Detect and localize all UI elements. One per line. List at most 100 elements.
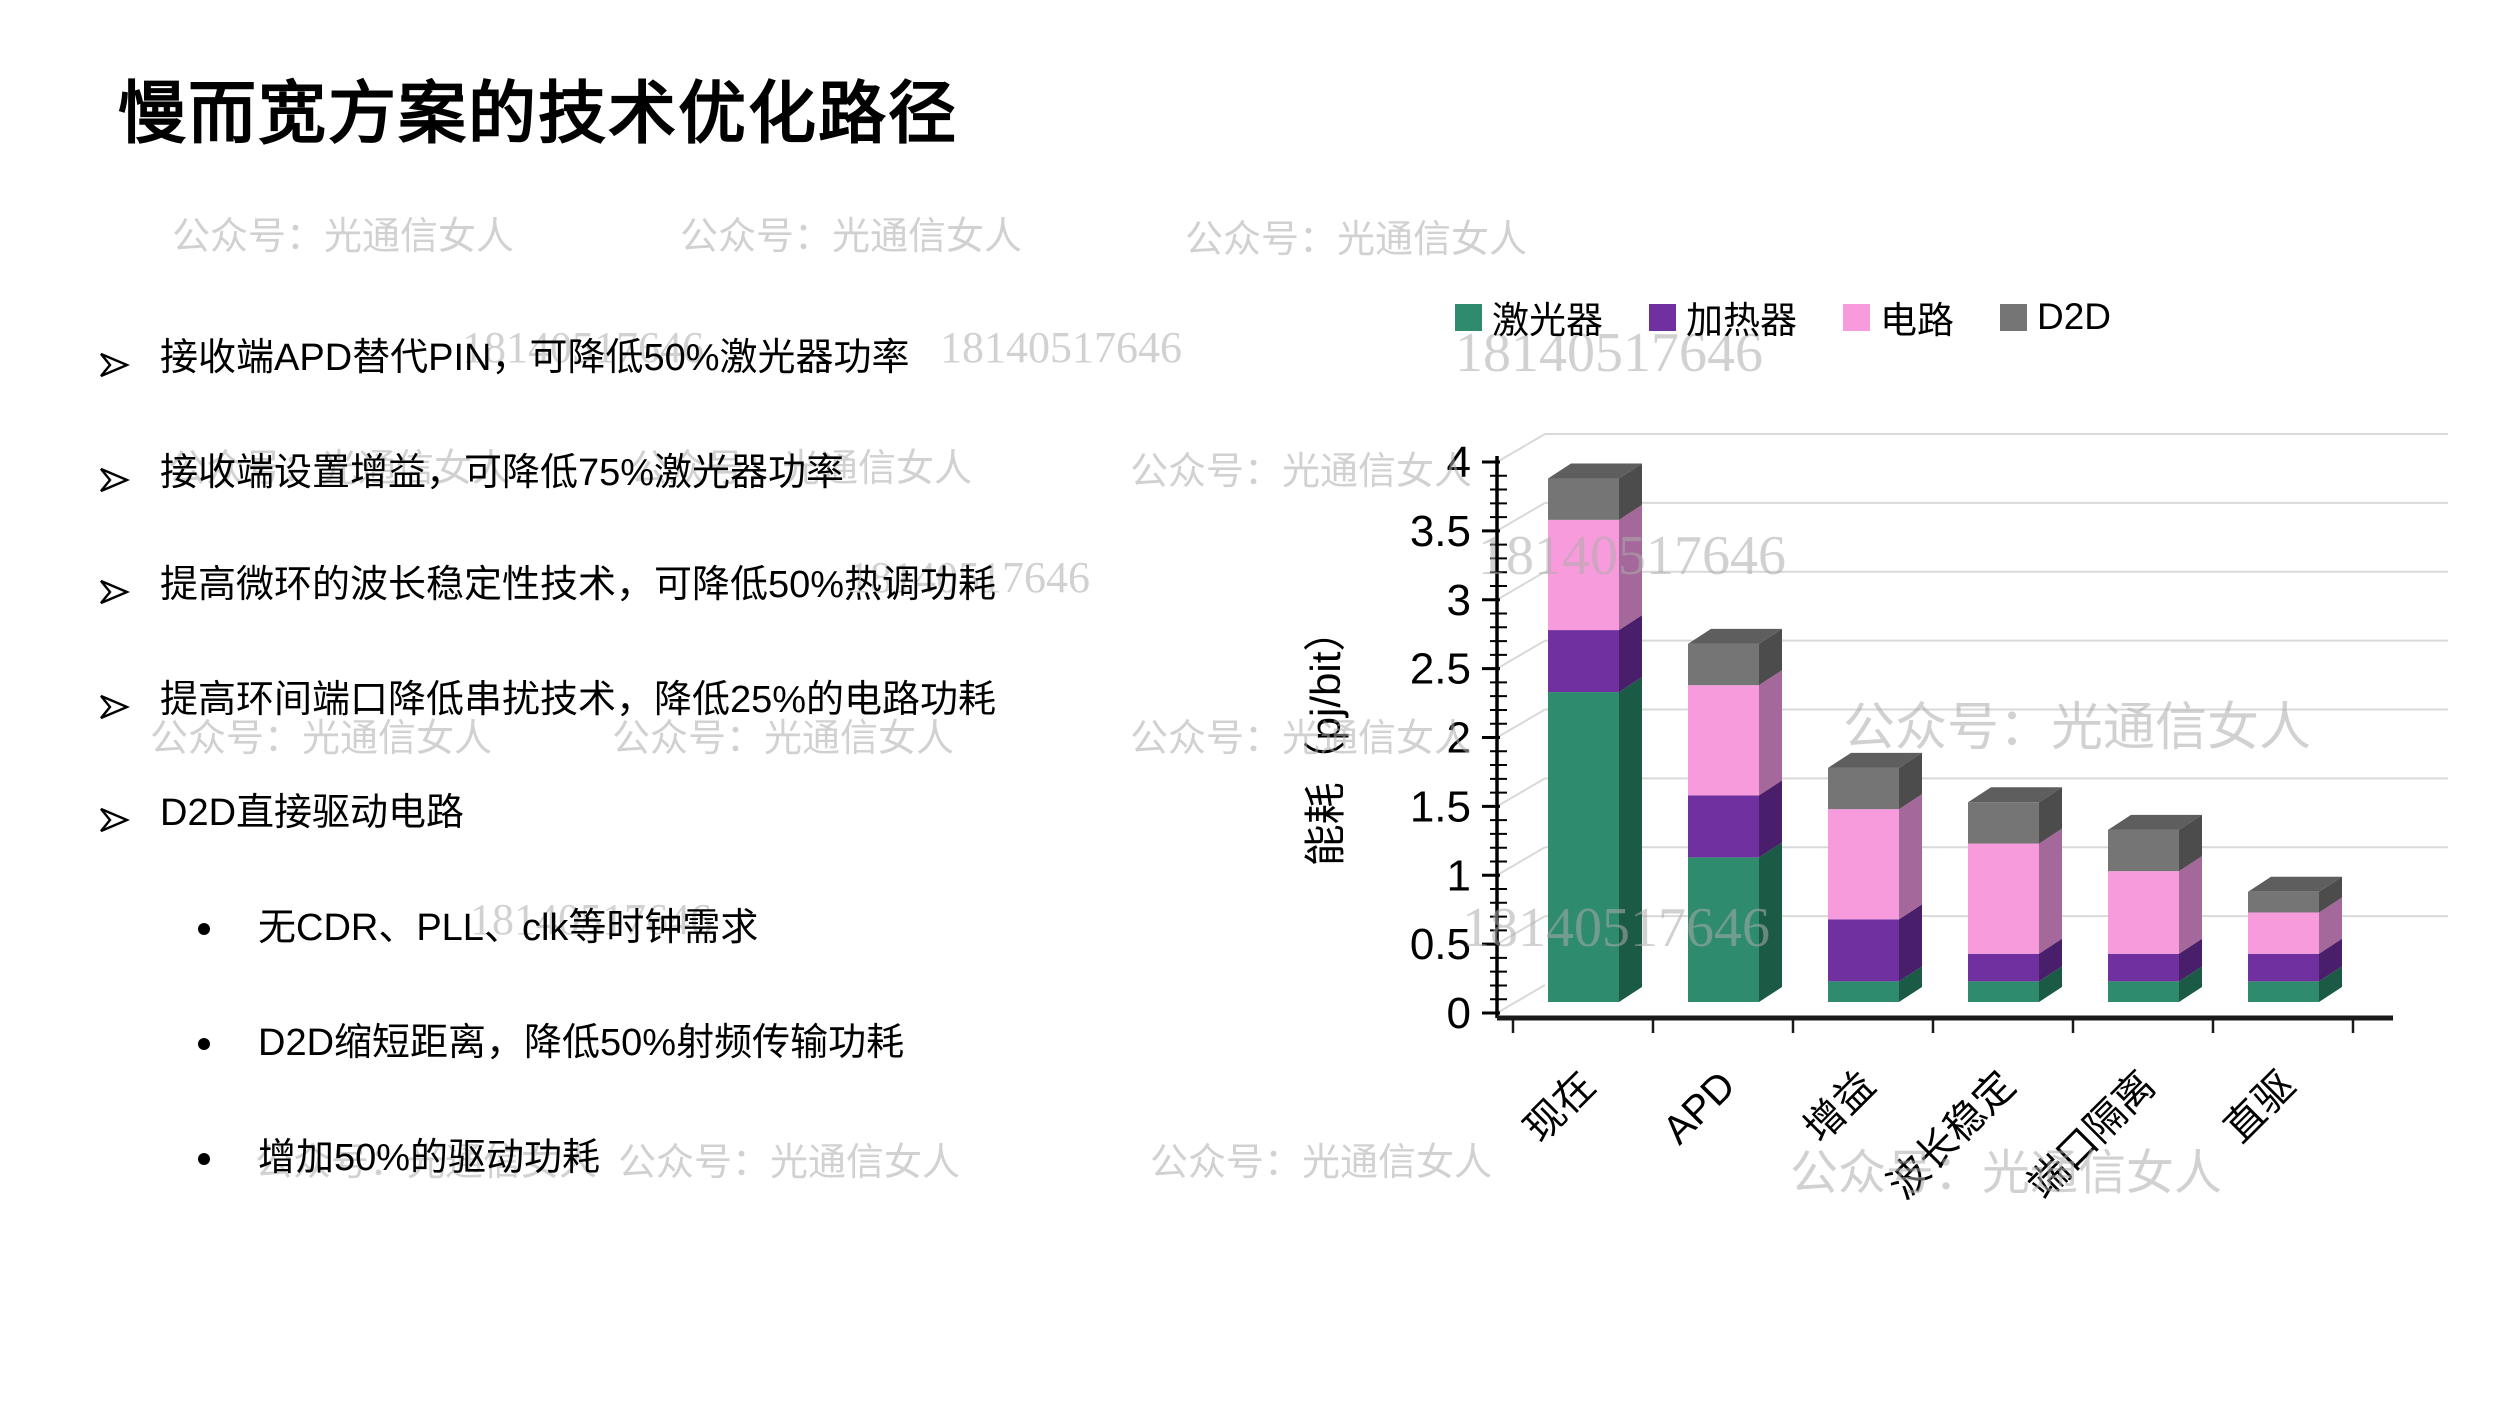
bullet-text: D2D缩短距离，降低50%射频传输功耗 [258, 1022, 905, 1064]
bar-segment-side [2039, 966, 2062, 1002]
bar-APD [1688, 628, 1782, 1002]
y-tick-label: 2.5 [1410, 645, 1471, 694]
bar-segment [1968, 981, 2039, 1002]
gridline-connector [1496, 984, 1546, 1014]
sub-bullet-item: 增加50%的驱动功耗 [198, 1133, 600, 1184]
legend-label: D2D [2037, 296, 2112, 337]
energy-stacked-bar-chart: 0 0.5 1 1.5 2 2.5 3 3.5 4 能耗（pj/bit） 现在 APD 增益波长稳定端口… [1302, 433, 2448, 1208]
bar-segment [1968, 843, 2039, 954]
bar-segment-side [1899, 794, 1922, 920]
bar-top-face [1548, 463, 1642, 479]
bar-segment [1968, 802, 2039, 844]
watermark-text: 公众号：光通信女人 [618, 1142, 961, 1184]
x-category-label: 端口隔离 [2020, 1063, 2164, 1207]
bar-segment [1548, 692, 1619, 1002]
y-axis-label: 能耗（pj/bit） [1302, 610, 1349, 867]
legend-swatch-icon [1843, 303, 1870, 331]
bullet-text: 提高微环的波长稳定性技术，可降低50%热调功耗 [160, 564, 997, 606]
bar-增益 [1828, 752, 1922, 1002]
watermark-text: 公众号：光通信女人 [1185, 219, 1528, 261]
legend-label: 激光器 [1492, 300, 1603, 341]
bar-segment [2248, 953, 2319, 982]
y-tick-label: 0.5 [1410, 920, 1471, 969]
bar-segment-side [1619, 463, 1642, 520]
bar-segment-side [1759, 842, 1782, 1002]
bar-segment [2108, 953, 2179, 982]
gridline-connector [1496, 915, 1546, 945]
dot-bullet-icon [198, 923, 210, 935]
gridline-connector [1496, 846, 1546, 877]
bullet-text: 接收端设置增益，可降低75%激光器功率 [160, 452, 845, 494]
gridline-connector [1496, 502, 1546, 532]
bar-segment-side [1899, 966, 1922, 1002]
x-category-label: 波长稳定 [1880, 1063, 2024, 1207]
gridline-connector [1496, 433, 1546, 463]
y-tick-label: 3.5 [1410, 507, 1471, 556]
bar-segment [2248, 981, 2319, 1002]
bar-segment-side [2039, 938, 2062, 982]
bar-segment-side [2179, 966, 2202, 1002]
bar-segment [1828, 919, 1899, 982]
bar-segment-side [2179, 814, 2202, 872]
bar-segment-side [1619, 615, 1642, 693]
dot-bullet-icon [198, 1153, 210, 1165]
gridline-connector [1496, 708, 1546, 739]
bullet-item: 接收端APD替代PIN，可降低50%激光器功率 [98, 333, 910, 394]
bar-端口隔离 [2108, 814, 2202, 1002]
legend-swatch-icon [1649, 303, 1676, 331]
bar-segment [1968, 953, 2039, 982]
bar-segment [1688, 643, 1759, 686]
bar-segment-side [2319, 897, 2342, 954]
legend-item: 激光器 [1455, 290, 1603, 344]
bar-现在 [1548, 463, 1642, 1002]
y-tick-label: 2 [1447, 714, 1471, 763]
x-category-label: 增益 [1796, 1063, 1884, 1151]
bar-segment-side [1759, 628, 1782, 686]
bar-segment-side [1899, 752, 1922, 810]
legend-swatch-icon [2000, 303, 2027, 331]
bar-segment [1688, 685, 1759, 796]
bullet-text: 提高环间端口降低串扰技术，降低25%的电路功耗 [160, 679, 997, 721]
gridline-connector [1496, 570, 1546, 601]
bar-segment-side [1759, 780, 1782, 858]
watermark-text: 公众号：光通信女人 [172, 216, 515, 258]
sub-bullet-item: D2D缩短距离，降低50%射频传输功耗 [198, 1018, 904, 1069]
arrow-bullet-icon [98, 570, 131, 621]
bullet-text: 无CDR、PLL、clk等时钟需求 [258, 907, 759, 949]
bullet-text: D2D直接驱动电路 [160, 792, 465, 834]
gridline-connector [1496, 777, 1546, 808]
bar-segment [1548, 478, 1619, 520]
bar-segment-side [1899, 904, 1922, 982]
bar-segment-side [1619, 677, 1642, 1002]
bar-segment [1828, 809, 1899, 920]
y-tick-label: 4 [1447, 438, 1471, 487]
bar-segment-side [2179, 856, 2202, 954]
arrow-bullet-icon [98, 685, 131, 736]
legend-label: 电路 [1880, 300, 1954, 341]
bullet-text: 增加50%的驱动功耗 [258, 1137, 601, 1179]
y-tick-label: 1.5 [1410, 782, 1471, 831]
bar-segment-side [1619, 504, 1642, 631]
legend-item: 加热器 [1649, 290, 1797, 344]
bar-top-face [2108, 814, 2202, 830]
x-category-label: 现在 [1516, 1063, 1604, 1151]
bar-segment [1688, 795, 1759, 858]
bar-segment-side [2319, 876, 2342, 913]
bar-segment-side [2039, 828, 2062, 954]
bar-top-face [1688, 628, 1782, 644]
bullet-item: 提高微环的波长稳定性技术，可降低50%热调功耗 [98, 560, 996, 621]
legend-label: 加热器 [1686, 300, 1797, 341]
watermark-text: 公众号：光通信女人 [680, 216, 1023, 258]
dot-bullet-icon [198, 1038, 210, 1050]
bar-segment-side [2319, 966, 2342, 1002]
bar-segment [1828, 767, 1899, 810]
bar-segment-side [2039, 787, 2062, 844]
y-tick-label: 1 [1447, 851, 1471, 900]
bar-segment [2248, 912, 2319, 954]
watermark-text: 18140517646 [940, 323, 1182, 372]
arrow-bullet-icon [98, 458, 131, 509]
bar-segment [2108, 871, 2179, 954]
arrow-bullet-icon [98, 798, 131, 849]
bar-segment [2108, 829, 2179, 872]
